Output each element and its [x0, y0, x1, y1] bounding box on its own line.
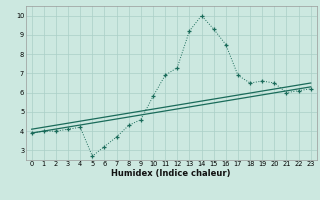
X-axis label: Humidex (Indice chaleur): Humidex (Indice chaleur) — [111, 169, 231, 178]
